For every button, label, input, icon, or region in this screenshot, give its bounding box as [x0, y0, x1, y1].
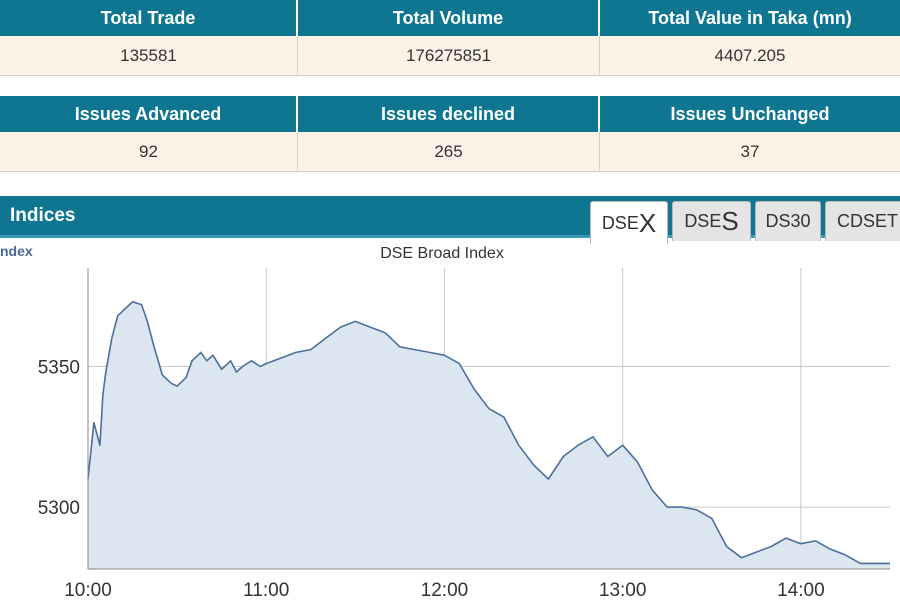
tab-ds30[interactable]: DS30: [755, 201, 821, 241]
issues-unchanged-header: Issues Unchanged: [600, 96, 900, 132]
tab-dsex-prefix: DSE: [601, 212, 639, 233]
tab-dsex[interactable]: DSE X: [590, 201, 668, 244]
total-volume-header: Total Volume: [298, 0, 600, 36]
tab-dsex-suffix: X: [638, 207, 657, 238]
issues-advanced-header: Issues Advanced: [0, 96, 298, 132]
issues-advanced-value: 92: [0, 132, 298, 172]
x-tick-label: 14:00: [777, 580, 825, 600]
y-tick-label: 5350: [38, 357, 80, 378]
indices-title: Indices: [10, 205, 76, 226]
total-trade-header: Total Trade: [0, 0, 298, 36]
x-tick-label: 12:00: [421, 580, 469, 600]
chart-title: DSE Broad Index: [380, 245, 504, 262]
issues-declined-value: 265: [298, 132, 600, 172]
tab-cdset[interactable]: CDSET: [825, 201, 900, 241]
tab-dses-suffix: S: [721, 206, 739, 236]
total-value-value: 4407.205: [600, 36, 900, 76]
x-tick-label: 13:00: [599, 580, 647, 600]
market-summary-table: Total Trade Total Volume Total Value in …: [0, 0, 900, 76]
total-value-header: Total Value in Taka (mn): [600, 0, 900, 36]
y-tick-label: 5300: [38, 498, 80, 519]
tab-cdset-label: CDSET: [836, 211, 898, 231]
tab-dses-prefix: DSE: [684, 211, 722, 231]
x-tick-label: 11:00: [243, 580, 289, 600]
issues-unchanged-value: 37: [600, 132, 900, 172]
tab-dses[interactable]: DSE S: [672, 201, 751, 241]
tab-ds30-label: DS30: [765, 211, 811, 231]
issues-table: Issues Advanced Issues declined Issues U…: [0, 96, 900, 172]
issues-declined-header: Issues declined: [298, 96, 600, 132]
total-trade-value: 135581: [0, 36, 298, 76]
index-line: [87, 301, 890, 565]
index-area-fill: [88, 301, 890, 569]
index-side-label: ndex: [0, 243, 33, 259]
x-tick-label: 10:00: [64, 580, 112, 600]
dse-broad-index-chart: DSE Broad Index 5300 5350 10:00 11:00 12:00 13…: [38, 245, 890, 600]
total-volume-value: 176275851: [298, 36, 600, 76]
